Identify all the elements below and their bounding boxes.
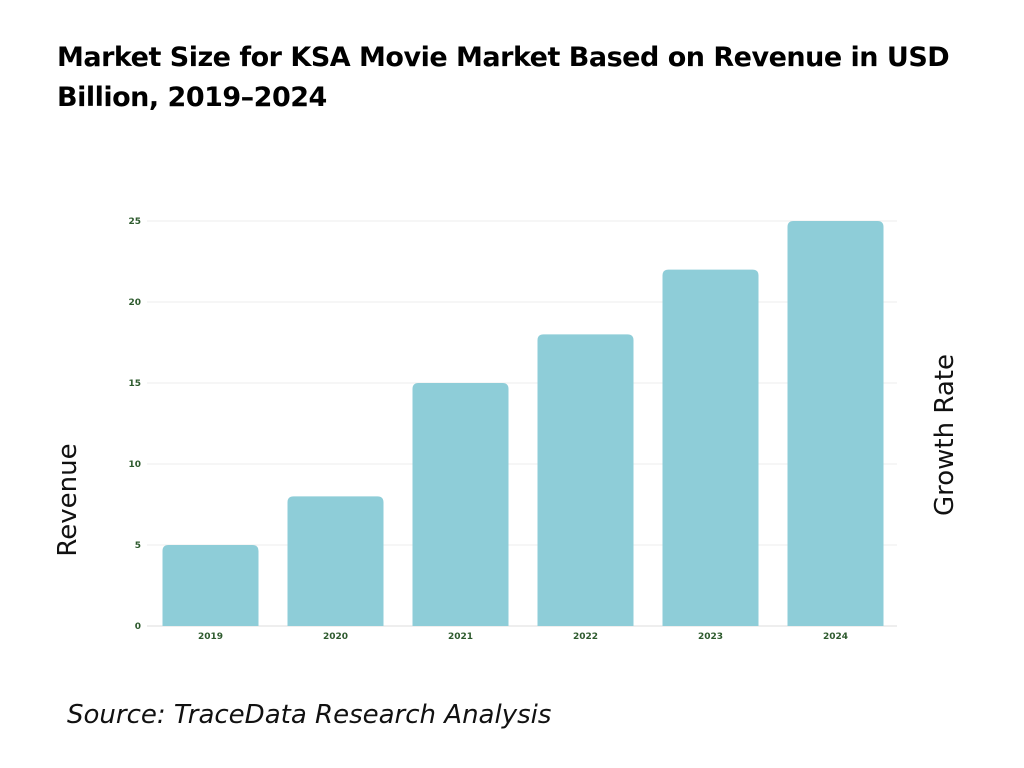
bar-2024 (787, 221, 884, 626)
y-tick-label: 20 (128, 298, 141, 308)
bar-2020 (287, 496, 384, 626)
x-tick-label: 2023 (698, 632, 723, 642)
y-tick-label: 15 (128, 379, 141, 389)
x-tick-label: 2019 (198, 632, 223, 642)
y-tick-label: 10 (128, 460, 141, 470)
bar-2021 (412, 383, 509, 626)
y2-axis-label: Growth Rate (930, 354, 960, 516)
bar-2022 (537, 334, 634, 626)
y-axis-label: Revenue (53, 443, 83, 556)
x-tick-label: 2021 (448, 632, 473, 642)
x-tick-label: 2024 (823, 632, 848, 642)
y-tick-label: 25 (128, 217, 141, 227)
y-tick-label: 5 (135, 541, 141, 551)
x-tick-label: 2022 (573, 632, 598, 642)
bar-2019 (162, 545, 259, 626)
chart-title: Market Size for KSA Movie Market Based o… (57, 42, 950, 113)
source-note: Source: TraceData Research Analysis (67, 700, 552, 730)
bar-2023 (662, 269, 759, 626)
y-tick-label: 0 (135, 622, 141, 632)
x-tick-label: 2020 (323, 632, 348, 642)
